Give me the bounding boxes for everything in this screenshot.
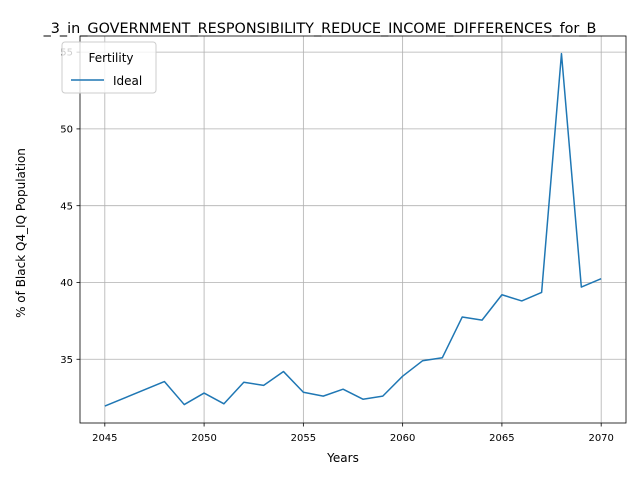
legend: Fertility Ideal [62, 42, 156, 93]
legend-label-ideal: Ideal [113, 74, 142, 88]
x-tick-label-2070: 2070 [588, 433, 613, 444]
legend-title: Fertility [88, 51, 133, 65]
x-axis-label: Years [326, 451, 359, 465]
x-tick-label-2060: 2060 [390, 433, 415, 444]
x-tick-label-2065: 2065 [489, 433, 514, 444]
x-tick-label-2045: 2045 [92, 433, 117, 444]
y-tick-label-40: 40 [60, 278, 73, 289]
y-tick-label-50: 50 [60, 125, 73, 136]
y-axis-label: % of Black Q4_IQ Population [14, 148, 28, 318]
chart-title: _3_in_GOVERNMENT_RESPONSIBILITY_REDUCE_I… [43, 21, 597, 37]
x-tick-label-2050: 2050 [191, 433, 216, 444]
y-tick-label-45: 45 [60, 201, 73, 212]
y-tick-label-35: 35 [60, 355, 73, 366]
x-tick-label-2055: 2055 [291, 433, 316, 444]
